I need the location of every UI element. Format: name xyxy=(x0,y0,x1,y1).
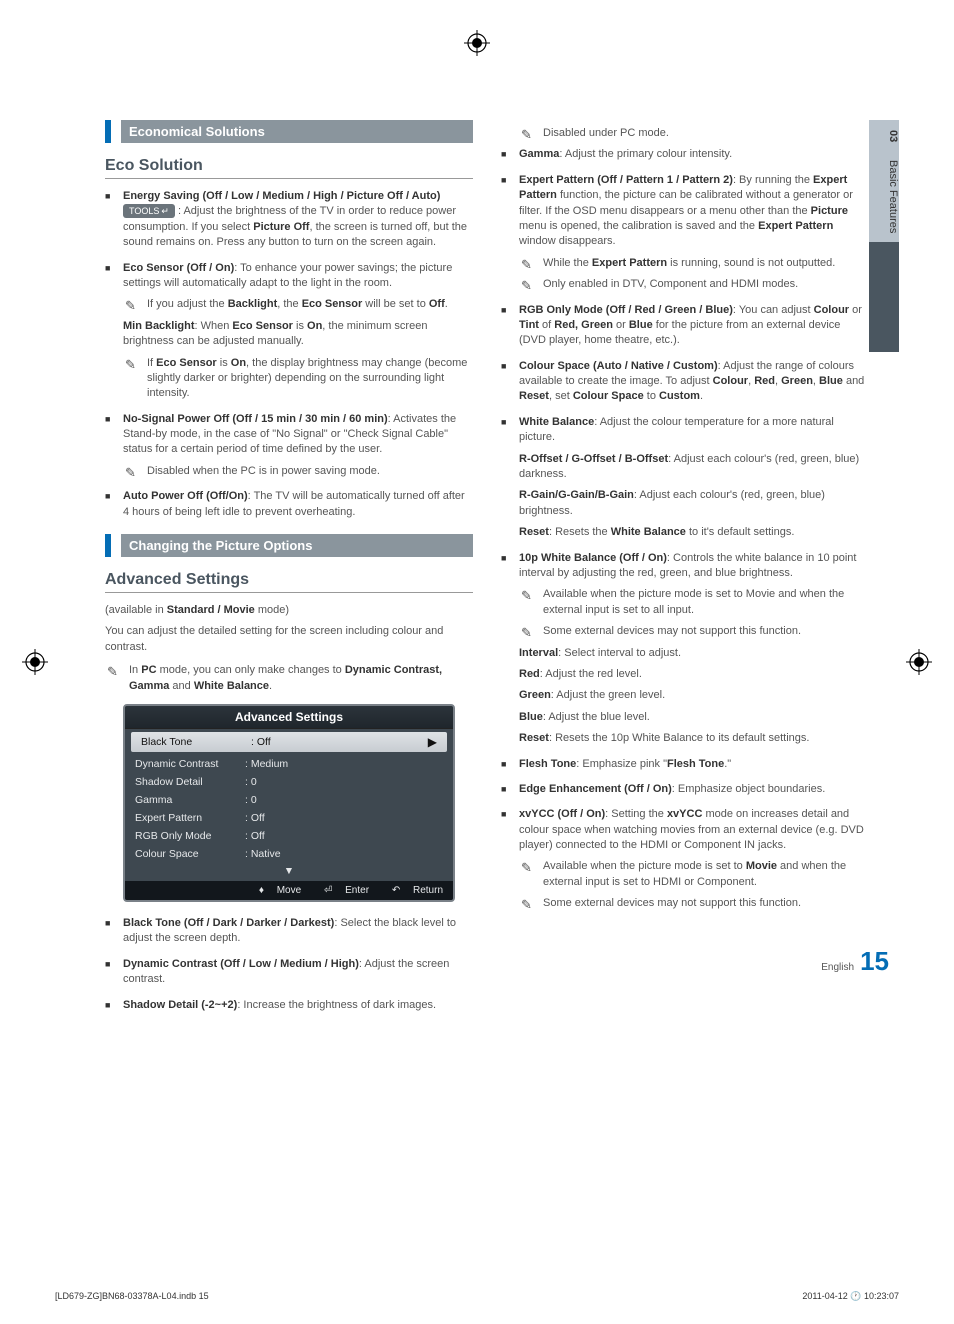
list-item-edge-enhancement: Edge Enhancement (Off / On): Emphasize o… xyxy=(501,782,869,797)
list-item-auto-power-off: Auto Power Off (Off/On): The TV will be … xyxy=(105,489,473,520)
item-head: Energy Saving (Off / Low / Medium / High… xyxy=(123,190,440,202)
note-10p-support: Some external devices may not support th… xyxy=(519,624,869,639)
osd-rows: Black Tone : Off ▶ Dynamic Contrast: Med… xyxy=(125,732,453,863)
page-number-footer: English 15 xyxy=(821,946,889,977)
note-xvycc-available: Available when the picture mode is set t… xyxy=(519,859,869,890)
list-item-dynamic-contrast: Dynamic Contrast (Off / Low / Medium / H… xyxy=(105,957,473,988)
note-expert-modes: Only enabled in DTV, Component and HDMI … xyxy=(519,277,869,292)
eco-solution-list: Energy Saving (Off / Low / Medium / High… xyxy=(105,189,473,520)
list-item-shadow-detail: Shadow Detail (-2~+2): Increase the brig… xyxy=(105,998,473,1013)
right-arrow-icon: ▶ xyxy=(428,735,437,749)
list-item-10p-white-balance: 10p White Balance (Off / On): Controls t… xyxy=(501,551,869,747)
list-item-flesh-tone: Flesh Tone: Emphasize pink "Flesh Tone." xyxy=(501,757,869,772)
note-eco-sensor: If you adjust the Backlight, the Eco Sen… xyxy=(123,297,473,312)
chapter-number: 03 xyxy=(869,120,899,152)
min-backlight-block: Min Backlight: When Eco Sensor is On, th… xyxy=(123,319,473,350)
chapter-tab-accent xyxy=(869,242,899,352)
list-item-expert-pattern: Expert Pattern (Off / Pattern 1 / Patter… xyxy=(501,173,869,293)
section-header-economical: Economical Solutions xyxy=(105,120,473,143)
page-language: English xyxy=(821,962,854,973)
advanced-settings-bullets-right: Gamma: Adjust the primary colour intensi… xyxy=(501,147,869,911)
right-column: Disabled under PC mode. Gamma: Adjust th… xyxy=(501,120,899,1023)
list-item-xvycc: xvYCC (Off / On): Setting the xvYCC mode… xyxy=(501,807,869,911)
note-min-backlight: If Eco Sensor is On, the display brightn… xyxy=(123,356,473,402)
section-stripe xyxy=(105,120,111,143)
osd-footer-move: ♦ Move xyxy=(249,885,301,896)
section-header-picture-options: Changing the Picture Options xyxy=(105,534,473,557)
item-head: Auto Power Off (Off/On) xyxy=(123,490,248,502)
osd-row[interactable]: Gamma: 0 xyxy=(125,791,453,809)
feature-heading-advanced-settings: Advanced Settings xyxy=(105,571,473,593)
item-head: No-Signal Power Off (Off / 15 min / 30 m… xyxy=(123,413,388,425)
print-timestamp: 2011-04-12 10:23:07 xyxy=(802,1291,899,1302)
osd-footer-return: ↶ Return xyxy=(382,885,443,896)
page-number: 15 xyxy=(860,946,889,977)
note-disabled-pc: Disabled under PC mode. xyxy=(519,126,869,141)
note-10p-available: Available when the picture mode is set t… xyxy=(519,587,869,618)
advanced-intro-mode: (available in Standard / Movie mode) xyxy=(105,603,473,618)
osd-row[interactable]: RGB Only Mode: Off xyxy=(125,827,453,845)
osd-row-value: : Off xyxy=(251,736,428,748)
chapter-tab: 03 Basic Features xyxy=(869,120,899,352)
note-no-signal: Disabled when the PC is in power saving … xyxy=(123,464,473,479)
list-item-no-signal: No-Signal Power Off (Off / 15 min / 30 m… xyxy=(105,412,473,480)
osd-row[interactable]: Colour Space: Native xyxy=(125,845,453,863)
section-title: Changing the Picture Options xyxy=(121,534,473,557)
osd-menu-advanced-settings: Advanced Settings Black Tone : Off ▶ Dyn… xyxy=(123,704,455,902)
note-xvycc-support: Some external devices may not support th… xyxy=(519,896,869,911)
section-stripe xyxy=(105,534,111,557)
tools-badge: TOOLS xyxy=(123,204,175,218)
list-item-eco-sensor: Eco Sensor (Off / On): To enhance your p… xyxy=(105,261,473,402)
osd-footer: ♦ Move ⏎ Enter ↶ Return xyxy=(125,881,453,900)
list-item-rgb-only: RGB Only Mode (Off / Red / Green / Blue)… xyxy=(501,303,869,349)
list-item-colour-space: Colour Space (Auto / Native / Custom): A… xyxy=(501,359,869,405)
advanced-intro-text: You can adjust the detailed setting for … xyxy=(105,624,473,655)
item-head: Eco Sensor (Off / On) xyxy=(123,262,234,274)
list-item-gamma: Gamma: Adjust the primary colour intensi… xyxy=(501,147,869,162)
print-footer: [LD679-ZG]BN68-03378A-L04.indb 15 2011-0… xyxy=(55,1291,899,1302)
manual-page: 03 Basic Features Economical Solutions E… xyxy=(0,0,954,1063)
osd-row[interactable]: Shadow Detail: 0 xyxy=(125,773,453,791)
feature-heading-eco-solution: Eco Solution xyxy=(105,157,473,179)
list-item-energy-saving: Energy Saving (Off / Low / Medium / High… xyxy=(105,189,473,251)
print-file-info: [LD679-ZG]BN68-03378A-L04.indb 15 xyxy=(55,1291,209,1302)
section-title: Economical Solutions xyxy=(121,120,473,143)
osd-more-indicator: ▼ xyxy=(125,863,453,881)
list-item-black-tone: Black Tone (Off / Dark / Darker / Darkes… xyxy=(105,916,473,947)
left-column: Economical Solutions Eco Solution Energy… xyxy=(105,120,473,1023)
osd-title: Advanced Settings xyxy=(125,706,453,729)
advanced-settings-bullets-left: Black Tone (Off / Dark / Darker / Darkes… xyxy=(105,916,473,1013)
note-pc-mode: In PC mode, you can only make changes to… xyxy=(105,663,473,694)
osd-row[interactable]: Dynamic Contrast: Medium xyxy=(125,755,453,773)
list-item-white-balance: White Balance: Adjust the colour tempera… xyxy=(501,415,869,541)
chapter-label: Basic Features xyxy=(869,152,899,241)
osd-footer-enter: ⏎ Enter xyxy=(314,885,369,896)
note-expert-sound: While the Expert Pattern is running, sou… xyxy=(519,256,869,271)
osd-row-label: Black Tone xyxy=(141,736,251,748)
osd-row-selected[interactable]: Black Tone : Off ▶ xyxy=(131,732,447,752)
osd-row[interactable]: Expert Pattern: Off xyxy=(125,809,453,827)
